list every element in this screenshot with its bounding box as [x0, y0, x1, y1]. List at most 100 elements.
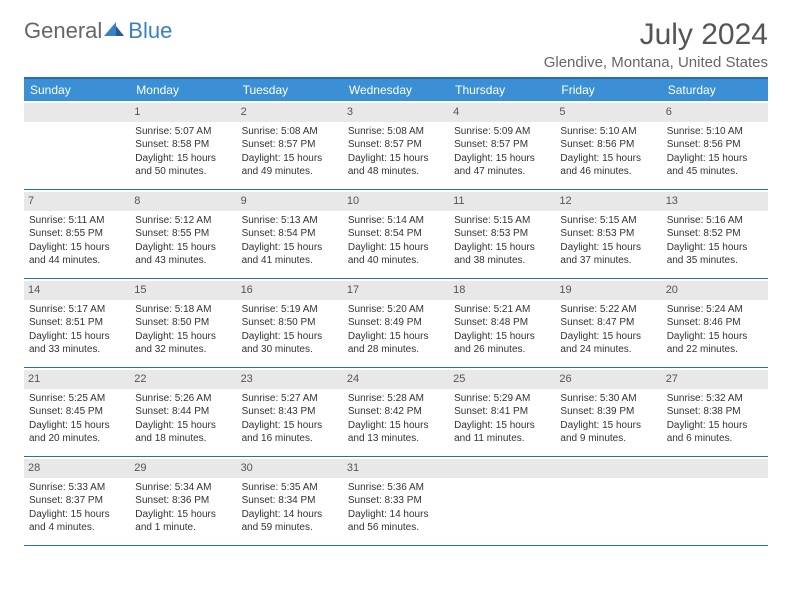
day-info: Sunrise: 5:19 AMSunset: 8:50 PMDaylight:…: [241, 303, 339, 357]
day-number: 7: [24, 192, 130, 211]
day-info: Sunrise: 5:24 AMSunset: 8:46 PMDaylight:…: [666, 303, 764, 357]
day-cell: 9Sunrise: 5:13 AMSunset: 8:54 PMDaylight…: [237, 190, 343, 278]
logo-text-blue: Blue: [128, 18, 172, 44]
sunrise-text: Sunrise: 5:29 AM: [454, 392, 550, 406]
daylight-text: Daylight: 15 hours and 18 minutes.: [135, 419, 231, 446]
day-info: Sunrise: 5:10 AMSunset: 8:56 PMDaylight:…: [559, 125, 657, 179]
day-info: Sunrise: 5:25 AMSunset: 8:45 PMDaylight:…: [28, 392, 126, 446]
sunset-text: Sunset: 8:37 PM: [29, 494, 125, 508]
sunrise-text: Sunrise: 5:35 AM: [242, 481, 338, 495]
day-info: Sunrise: 5:15 AMSunset: 8:53 PMDaylight:…: [453, 214, 551, 268]
sunrise-text: Sunrise: 5:17 AM: [29, 303, 125, 317]
day-cell: 13Sunrise: 5:16 AMSunset: 8:52 PMDayligh…: [662, 190, 768, 278]
day-number: 17: [343, 281, 449, 300]
day-info: Sunrise: 5:12 AMSunset: 8:55 PMDaylight:…: [134, 214, 232, 268]
day-cell: 10 Sunrise: 5:14 AMSunset: 8:54 PMDayligh…: [343, 190, 449, 278]
day-info: Sunrise: 5:10 AMSunset: 8:56 PMDaylight:…: [666, 125, 764, 179]
weekday-header: Thursday: [449, 79, 555, 101]
daylight-text: Daylight: 15 hours and 46 minutes.: [560, 152, 656, 179]
logo: General Blue: [24, 18, 172, 44]
day-cell: 4Sunrise: 5:09 AMSunset: 8:57 PMDaylight…: [449, 101, 555, 189]
sunset-text: Sunset: 8:34 PM: [242, 494, 338, 508]
day-info: Sunrise: 5:14 AMSunset: 8:54 PMDaylight:…: [347, 214, 445, 268]
sunrise-text: Sunrise: 5:10 AM: [667, 125, 763, 139]
daylight-text: Daylight: 15 hours and 43 minutes.: [135, 241, 231, 268]
sunset-text: Sunset: 8:53 PM: [454, 227, 550, 241]
day-cell: 18Sunrise: 5:21 AMSunset: 8:48 PMDayligh…: [449, 279, 555, 367]
sunrise-text: Sunrise: 5:09 AM: [454, 125, 550, 139]
day-info: Sunrise: 5:20 AMSunset: 8:49 PMDaylight:…: [347, 303, 445, 357]
daylight-text: Daylight: 15 hours and 38 minutes.: [454, 241, 550, 268]
daylight-text: Daylight: 15 hours and 40 minutes.: [348, 241, 444, 268]
day-number: 26: [555, 370, 661, 389]
day-info: Sunrise: 5:34 AMSunset: 8:36 PMDaylight:…: [134, 481, 232, 535]
day-number: 1: [130, 103, 236, 122]
sunset-text: Sunset: 8:45 PM: [29, 405, 125, 419]
header: General Blue July 2024 Glendive, Montana…: [24, 18, 768, 71]
sunset-text: Sunset: 8:53 PM: [560, 227, 656, 241]
day-number: 16: [237, 281, 343, 300]
weeks-container: 1Sunrise: 5:07 AMSunset: 8:58 PMDaylight…: [24, 101, 768, 546]
daylight-text: Daylight: 15 hours and 26 minutes.: [454, 330, 550, 357]
day-cell: 22Sunrise: 5:26 AMSunset: 8:44 PMDayligh…: [130, 368, 236, 456]
day-info: Sunrise: 5:28 AMSunset: 8:42 PMDaylight:…: [347, 392, 445, 446]
day-cell: 8 Sunrise: 5:12 AMSunset: 8:55 PMDaylight…: [130, 190, 236, 278]
day-number: 18: [449, 281, 555, 300]
sunset-text: Sunset: 8:55 PM: [29, 227, 125, 241]
sunrise-text: Sunrise: 5:18 AM: [135, 303, 231, 317]
day-cell: 19Sunrise: 5:22 AMSunset: 8:47 PMDayligh…: [555, 279, 661, 367]
sunrise-text: Sunrise: 5:28 AM: [348, 392, 444, 406]
sunset-text: Sunset: 8:56 PM: [560, 138, 656, 152]
day-cell: 6Sunrise: 5:10 AMSunset: 8:56 PMDaylight…: [662, 101, 768, 189]
day-info: Sunrise: 5:27 AMSunset: 8:43 PMDaylight:…: [241, 392, 339, 446]
daylight-text: Daylight: 15 hours and 50 minutes.: [135, 152, 231, 179]
day-number: 21: [24, 370, 130, 389]
sunrise-text: Sunrise: 5:30 AM: [560, 392, 656, 406]
daylight-text: Daylight: 15 hours and 35 minutes.: [667, 241, 763, 268]
sunrise-text: Sunrise: 5:07 AM: [135, 125, 231, 139]
day-number: 10: [343, 192, 449, 211]
daylight-text: Daylight: 15 hours and 4 minutes.: [29, 508, 125, 535]
daylight-text: Daylight: 15 hours and 48 minutes.: [348, 152, 444, 179]
sunrise-text: Sunrise: 5:12 AM: [135, 214, 231, 228]
day-number: 8: [130, 192, 236, 211]
daylight-text: Daylight: 15 hours and 20 minutes.: [29, 419, 125, 446]
day-cell: [449, 457, 555, 545]
sunset-text: Sunset: 8:44 PM: [135, 405, 231, 419]
day-info: Sunrise: 5:09 AMSunset: 8:57 PMDaylight:…: [453, 125, 551, 179]
daylight-text: Daylight: 15 hours and 28 minutes.: [348, 330, 444, 357]
sunset-text: Sunset: 8:49 PM: [348, 316, 444, 330]
daylight-text: Daylight: 15 hours and 49 minutes.: [242, 152, 338, 179]
sunrise-text: Sunrise: 5:20 AM: [348, 303, 444, 317]
day-info: Sunrise: 5:08 AMSunset: 8:57 PMDaylight:…: [241, 125, 339, 179]
day-info: Sunrise: 5:30 AMSunset: 8:39 PMDaylight:…: [559, 392, 657, 446]
daylight-text: Daylight: 14 hours and 56 minutes.: [348, 508, 444, 535]
day-cell: 11Sunrise: 5:15 AMSunset: 8:53 PMDayligh…: [449, 190, 555, 278]
day-cell: 31Sunrise: 5:36 AMSunset: 8:33 PMDayligh…: [343, 457, 449, 545]
sunrise-text: Sunrise: 5:27 AM: [242, 392, 338, 406]
sunset-text: Sunset: 8:55 PM: [135, 227, 231, 241]
day-cell: 14Sunrise: 5:17 AMSunset: 8:51 PMDayligh…: [24, 279, 130, 367]
sunset-text: Sunset: 8:57 PM: [348, 138, 444, 152]
daylight-text: Daylight: 15 hours and 41 minutes.: [242, 241, 338, 268]
day-number: 9: [237, 192, 343, 211]
day-cell: 17 Sunrise: 5:20 AMSunset: 8:49 PMDayligh…: [343, 279, 449, 367]
daylight-text: Daylight: 14 hours and 59 minutes.: [242, 508, 338, 535]
sunset-text: Sunset: 8:54 PM: [242, 227, 338, 241]
day-info: Sunrise: 5:29 AMSunset: 8:41 PMDaylight:…: [453, 392, 551, 446]
daylight-text: Daylight: 15 hours and 22 minutes.: [667, 330, 763, 357]
title-block: July 2024 Glendive, Montana, United Stat…: [544, 18, 768, 71]
day-number: 2: [237, 103, 343, 122]
daylight-text: Daylight: 15 hours and 9 minutes.: [560, 419, 656, 446]
week-row: 21 Sunrise: 5:25 AMSunset: 8:45 PMDayligh…: [24, 368, 768, 457]
day-cell: 26 Sunrise: 5:30 AMSunset: 8:39 PMDayligh…: [555, 368, 661, 456]
day-number: 30: [237, 459, 343, 478]
sunrise-text: Sunrise: 5:19 AM: [242, 303, 338, 317]
sunset-text: Sunset: 8:57 PM: [242, 138, 338, 152]
sunrise-text: Sunrise: 5:24 AM: [667, 303, 763, 317]
day-cell: 24Sunrise: 5:28 AMSunset: 8:42 PMDayligh…: [343, 368, 449, 456]
day-number: 13: [662, 192, 768, 211]
sunset-text: Sunset: 8:50 PM: [135, 316, 231, 330]
daylight-text: Daylight: 15 hours and 11 minutes.: [454, 419, 550, 446]
day-number: 27: [662, 370, 768, 389]
